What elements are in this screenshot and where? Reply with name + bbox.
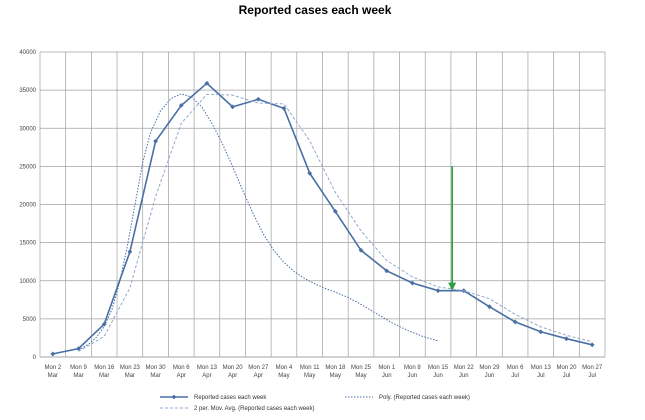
y-tick-label: 25000 [19, 164, 36, 170]
series-point [435, 288, 441, 294]
series-line-1 [78, 93, 439, 351]
x-tick-label: Mon 22 Jun [454, 365, 475, 379]
grid-lines [39, 51, 606, 358]
series-point [409, 280, 415, 286]
series-point [332, 208, 338, 214]
series-point [358, 247, 364, 253]
x-tick-label: Mon 16 Mar [94, 365, 115, 379]
x-tick-label: Mon 27 Jul [582, 365, 603, 379]
x-tick-label: Mon 29 Jun [479, 365, 500, 379]
chart-title: Reported cases each week [239, 3, 392, 17]
series-point [538, 329, 544, 335]
series-point [178, 102, 184, 108]
x-tick-label: Mon 1 Jun [378, 365, 395, 379]
annotation-arrow-head [448, 282, 457, 291]
legend: Reported cases each week Poly. (Reported … [160, 394, 470, 412]
annotation-layer [448, 166, 457, 291]
series-point [76, 346, 81, 352]
y-tick-label: 15000 [19, 241, 36, 247]
x-tick-label: Mon 9 Mar [70, 365, 87, 379]
x-tick-label: Mon 13 Apr [197, 365, 218, 379]
series-point [230, 104, 236, 110]
x-tick-label: Mon 8 Jun [404, 365, 421, 379]
x-tick-label: Mon 27 Apr [248, 365, 269, 379]
y-tick-label: 10000 [19, 279, 36, 285]
x-tick-label: Mon 11 May [300, 365, 320, 379]
series-line-0 [52, 82, 593, 355]
series-point [255, 96, 261, 102]
series-point [153, 138, 158, 144]
series-layer [50, 80, 595, 357]
x-tick-label: Mon 6 Jul [507, 365, 524, 379]
y-tick-label: 0 [33, 355, 37, 361]
x-tick-label: Mon 4 May [276, 365, 293, 379]
series-point [384, 268, 390, 274]
series-point [127, 249, 133, 255]
y-tick-label: 35000 [19, 88, 36, 94]
series-point [564, 336, 569, 342]
x-tick-label: Mon 20 Jul [556, 365, 577, 379]
x-tick-label: Mon 30 Mar [146, 365, 167, 379]
series-point [487, 304, 492, 310]
x-tick-label: Mon 20 Apr [223, 365, 244, 379]
x-tick-label: Mon 13 Jul [531, 365, 552, 379]
y-tick-label: 30000 [19, 126, 36, 132]
series-point [204, 80, 210, 86]
legend-entry: Poly. (Reported cases each week) [379, 395, 470, 401]
x-axis: Mon 2 Mar Mon 9 Mar Mon 16 Mar Mon 23 Mar Mon 30… [44, 365, 602, 379]
series-point [307, 170, 313, 176]
y-tick-label: 20000 [19, 203, 36, 209]
x-tick-label: Mon 23 Mar [120, 365, 141, 379]
y-tick-label: 40000 [19, 50, 36, 56]
series-point [512, 319, 518, 325]
x-tick-label: Mon 18 May [325, 365, 346, 379]
series-point [589, 342, 595, 348]
legend-marker [171, 394, 177, 400]
y-tick-label: 5000 [23, 317, 37, 323]
x-tick-label: Mon 6 Apr [173, 365, 190, 379]
series-point [50, 351, 56, 357]
x-tick-label: Mon 2 Mar [44, 365, 61, 379]
x-tick-label: Mon 15 Jun [428, 365, 449, 379]
legend-entry: 2 per. Mov. Avg. (Reported cases each we… [194, 406, 315, 412]
series-line-2 [78, 93, 593, 352]
y-axis: 0 5000 10000 15000 20000 25000 30000 35000 40000 [19, 50, 36, 361]
x-tick-label: Mon 25 May [351, 365, 372, 379]
legend-entry: Reported cases each week [194, 395, 267, 401]
series-point [281, 106, 287, 111]
